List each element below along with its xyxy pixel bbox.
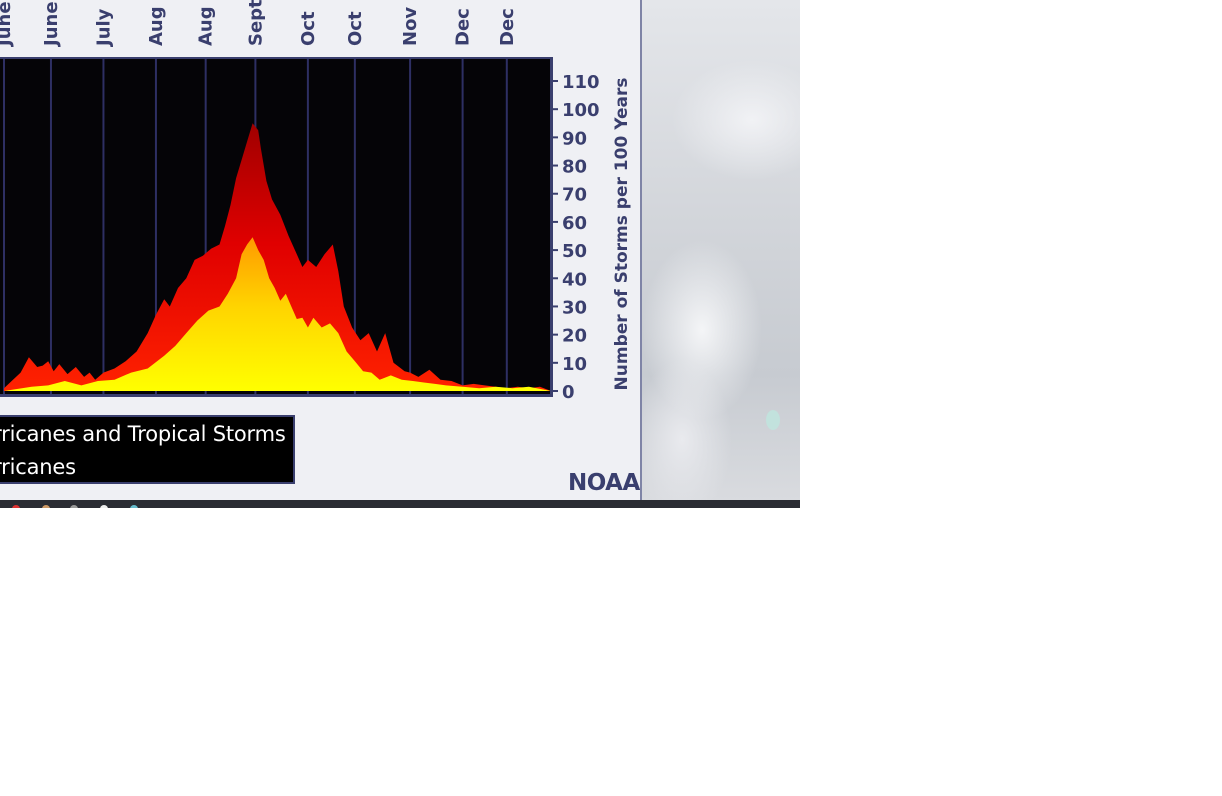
y-tick-label-30: 30	[562, 297, 587, 318]
y-tick-label-20: 20	[562, 326, 587, 347]
y-tick-label-90: 90	[562, 128, 587, 149]
y-axis-label: Number of Storms per 100 Years	[612, 78, 632, 391]
app-icon[interactable]	[42, 505, 50, 508]
storm-frequency-chart: June June July Aug Aug Sept Oct Oct Nov Dec Dec 0 1…	[0, 0, 632, 403]
x-tick-label-2: July	[93, 8, 114, 48]
x-tick-label-1: June	[41, 1, 62, 48]
store-icon[interactable]	[130, 505, 138, 508]
y-tick-label-0: 0	[562, 382, 575, 403]
y-tick-label-40: 40	[562, 269, 587, 290]
y-tick-label-100: 100	[562, 100, 600, 121]
x-tick-label-5: Sept	[245, 0, 266, 46]
x-tick-label-7: Oct	[345, 11, 366, 46]
x-tick-label-3: Aug	[146, 6, 167, 46]
series-area-hurricanes-and-tropical-storms	[4, 123, 551, 392]
y-tick-label-10: 10	[562, 354, 587, 375]
legend-entry-hurricanes-and-tropical-storms: urricanes and Tropical Storms	[0, 422, 286, 446]
satellite-image	[642, 0, 800, 500]
taskbar	[0, 500, 800, 508]
x-tick-label-4: Aug	[196, 6, 217, 46]
legend-entry-hurricanes: urricanes	[0, 455, 76, 479]
x-tick-label-0: June	[0, 1, 15, 48]
panel-divider	[640, 0, 642, 500]
y-tick-label-70: 70	[562, 185, 587, 206]
y-tick-label-110: 110	[562, 72, 600, 93]
y-tick-label-60: 60	[562, 213, 587, 234]
x-tick-label-9: Dec	[453, 8, 474, 46]
screen: June June July Aug Aug Sept Oct Oct Nov Dec Dec 0 1…	[0, 0, 800, 508]
y-tick-label-50: 50	[562, 241, 587, 262]
series-area-hurricanes	[4, 237, 551, 391]
y-tick-label-80: 80	[562, 157, 587, 178]
noaa-logo-text: NOAA	[568, 470, 640, 496]
app-icon-2[interactable]	[70, 505, 78, 508]
x-tick-label-6: Oct	[298, 11, 319, 46]
lake-feature	[766, 410, 780, 430]
chart-panel: June June July Aug Aug Sept Oct Oct Nov Dec Dec 0 1…	[0, 0, 641, 500]
x-tick-label-8: Nov	[400, 7, 421, 46]
browser-icon[interactable]	[12, 505, 20, 508]
x-tick-label-10: Dec	[497, 8, 518, 46]
search-icon[interactable]	[100, 505, 108, 508]
legend: urricanes and Tropical Storms urricanes	[0, 415, 295, 484]
